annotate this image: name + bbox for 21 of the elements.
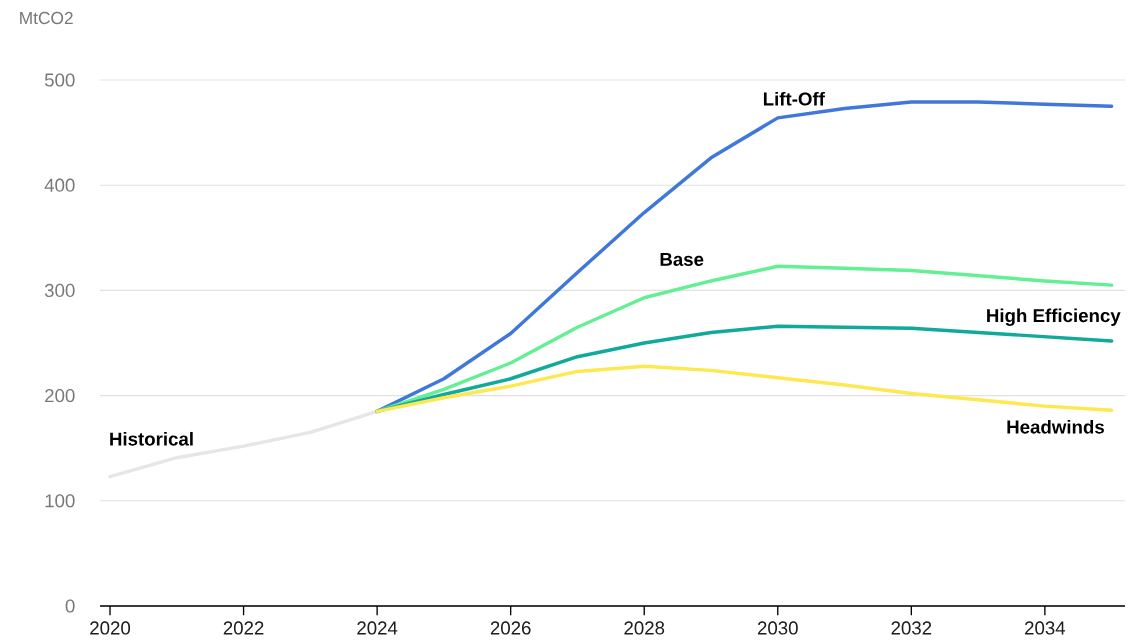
y-tick-label: 100 [45, 494, 75, 508]
y-tick-label: 400 [44, 178, 75, 192]
y-tick-label: 300 [44, 283, 75, 298]
series-label: High Efficiency [987, 308, 1121, 326]
x-tick-label: 2022 [223, 621, 264, 635]
y-tick-label: 200 [45, 388, 75, 403]
y-tick-label: 500 [44, 73, 75, 87]
x-tick-label: 2020 [90, 621, 131, 635]
x-tick-label: 2034 [1025, 621, 1066, 635]
y-axis-title: MtCO2 [20, 11, 73, 25]
line-series [108, 409, 379, 479]
series-label: Headwinds [1007, 419, 1104, 434]
x-tick-label: 2028 [624, 621, 665, 635]
series-label: Base [660, 252, 704, 267]
y-tick-label: 0 [65, 599, 75, 613]
x-tick-label: 2030 [757, 621, 798, 635]
x-tick-label: 2032 [891, 621, 932, 635]
series-label: Historical [110, 431, 193, 446]
x-tick-label: 2026 [490, 621, 531, 635]
series-label: Lift-Off [763, 91, 825, 106]
x-tick-label: 2024 [357, 621, 398, 635]
